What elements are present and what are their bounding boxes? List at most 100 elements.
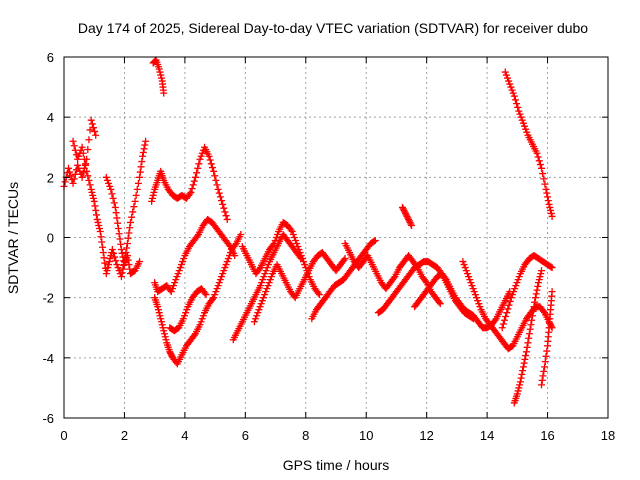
data-point-marker	[92, 131, 100, 139]
data-point-marker	[101, 259, 109, 267]
data-point-marker	[513, 390, 521, 398]
data-point-marker	[155, 309, 163, 317]
y-tick-label: -4	[42, 351, 54, 366]
data-point-marker	[112, 209, 120, 217]
data-point-marker	[125, 229, 133, 237]
data-point-marker	[141, 141, 149, 149]
data-point-marker	[523, 128, 531, 136]
data-point-marker	[404, 214, 412, 222]
data-point-marker	[292, 237, 300, 245]
data-point-marker	[341, 255, 349, 263]
data-point-marker	[402, 209, 410, 217]
data-point-marker	[215, 189, 223, 197]
data-point-marker	[136, 258, 144, 266]
data-point-marker	[110, 199, 118, 207]
data-point-marker	[126, 224, 134, 232]
data-point-marker	[435, 298, 443, 306]
data-point-marker	[548, 288, 556, 296]
data-point-marker	[84, 172, 92, 180]
data-point-marker	[508, 86, 516, 94]
data-point-marker	[302, 264, 310, 272]
data-point-marker	[518, 116, 526, 124]
data-point-marker	[544, 197, 552, 205]
data-point-marker	[85, 176, 93, 184]
data-point-marker	[407, 220, 415, 228]
data-point-marker	[517, 113, 525, 121]
x-tick-label: 0	[60, 428, 67, 443]
data-point-marker	[517, 374, 525, 382]
data-point-marker	[264, 282, 272, 290]
data-point-marker	[193, 169, 201, 177]
data-point-marker	[534, 153, 542, 161]
data-point-marker	[543, 189, 551, 197]
data-point-marker	[86, 181, 94, 189]
data-point-marker	[500, 316, 508, 324]
data-point-marker	[116, 235, 124, 243]
data-point-marker	[538, 267, 546, 275]
data-point-marker	[123, 240, 131, 248]
data-point-marker	[518, 370, 526, 378]
data-point-marker	[508, 291, 516, 299]
data-point-marker	[422, 277, 430, 285]
data-point-marker	[211, 172, 219, 180]
data-point-marker	[109, 194, 117, 202]
data-point-marker	[191, 173, 199, 181]
data-point-marker	[150, 188, 158, 196]
data-point-marker	[94, 218, 102, 226]
data-point-marker	[118, 269, 126, 277]
data-point-marker	[89, 191, 97, 199]
data-point-marker	[123, 252, 131, 260]
data-point-marker	[102, 270, 110, 278]
data-point-marker	[197, 318, 205, 326]
data-point-marker	[265, 279, 273, 287]
data-point-marker	[548, 212, 556, 220]
data-point-marker	[511, 285, 519, 293]
data-point-marker	[70, 142, 78, 150]
data-point-marker	[151, 57, 159, 65]
data-point-marker	[99, 243, 107, 251]
x-tick-label: 2	[121, 428, 128, 443]
data-point-marker	[174, 270, 182, 278]
data-point-marker	[187, 188, 195, 196]
data-point-marker	[403, 212, 411, 220]
data-point-marker	[250, 318, 258, 326]
data-point-marker	[70, 175, 78, 183]
x-tick-labels: 0 2 4 6 8 10 12 14 16 18	[60, 428, 615, 443]
data-points	[60, 56, 556, 407]
data-point-marker	[148, 197, 156, 205]
data-point-marker	[211, 291, 219, 299]
data-point-marker	[516, 378, 524, 386]
data-point-marker	[531, 294, 539, 302]
data-point-marker	[107, 185, 115, 193]
data-point-marker	[96, 224, 104, 232]
data-point-marker	[109, 249, 117, 257]
data-point-marker	[506, 297, 514, 305]
data-point-marker	[546, 203, 554, 211]
data-point-marker	[475, 300, 483, 308]
data-point-marker	[224, 255, 232, 263]
x-tick-label: 18	[601, 428, 615, 443]
data-point-marker	[287, 226, 295, 234]
data-point-marker	[301, 261, 309, 269]
data-point-marker	[533, 149, 541, 157]
data-point-marker	[115, 230, 123, 238]
data-point-marker	[502, 71, 510, 79]
data-point-marker	[540, 175, 548, 183]
data-point-marker	[471, 291, 479, 299]
data-point-marker	[117, 240, 125, 248]
data-point-marker	[182, 309, 190, 317]
data-point-marker	[504, 74, 512, 82]
data-point-marker	[93, 215, 101, 223]
data-point-marker	[176, 264, 184, 272]
data-point-marker	[198, 315, 206, 323]
data-point-marker	[208, 164, 216, 172]
data-point-marker	[400, 206, 408, 214]
data-point-marker	[167, 351, 175, 359]
data-point-marker	[548, 264, 556, 272]
y-axis-label: SDTVAR / TECUs	[5, 182, 21, 294]
data-point-marker	[510, 92, 518, 100]
data-point-marker	[106, 182, 114, 190]
data-point-marker	[524, 339, 532, 347]
data-point-marker	[491, 316, 499, 324]
data-point-marker	[537, 270, 545, 278]
